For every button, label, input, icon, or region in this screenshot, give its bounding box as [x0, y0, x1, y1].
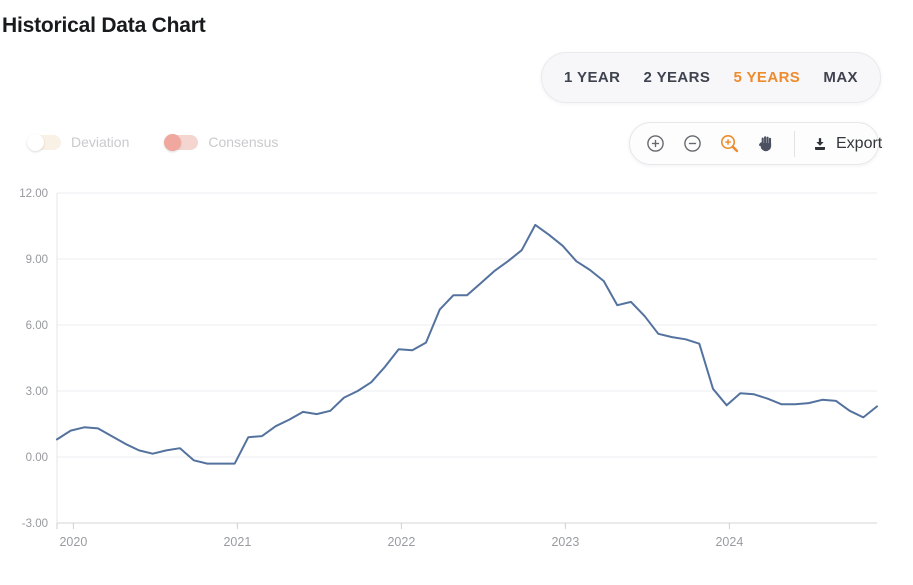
- range-selector: 1 YEAR 2 YEARS 5 YEARS MAX: [541, 52, 881, 103]
- chart-toolbar: Export: [629, 122, 882, 165]
- download-icon: [815, 137, 825, 150]
- consensus-toggle-label: Consensus: [208, 134, 279, 150]
- pan-button[interactable]: [753, 131, 779, 157]
- export-button[interactable]: Export: [810, 135, 884, 153]
- zoom-in-icon: [646, 135, 664, 152]
- range-button-2-years[interactable]: 2 YEARS: [640, 65, 715, 90]
- range-button-5-years[interactable]: 5 YEARS: [729, 65, 804, 90]
- range-button-max[interactable]: MAX: [819, 65, 862, 90]
- deviation-toggle-label: Deviation: [71, 134, 130, 150]
- svg-text:0.00: 0.00: [26, 452, 48, 464]
- svg-text:9.00: 9.00: [26, 254, 48, 266]
- selection-zoom-icon: [720, 135, 738, 153]
- svg-text:2020: 2020: [59, 535, 87, 549]
- historical-line-chart[interactable]: 12.00 9.00 6.00 3.00 0.00 -3.00 2020 2021 2022 20…: [0, 180, 913, 570]
- svg-text:2023: 2023: [551, 535, 579, 549]
- zoom-out-icon: [683, 135, 701, 152]
- svg-text:6.00: 6.00: [26, 320, 48, 332]
- svg-text:2024: 2024: [715, 535, 743, 549]
- svg-text:2021: 2021: [223, 535, 251, 549]
- range-button-1-year[interactable]: 1 YEAR: [560, 65, 624, 90]
- svg-text:3.00: 3.00: [26, 386, 48, 398]
- zoom-in-button[interactable]: [642, 131, 668, 157]
- svg-text:-3.00: -3.00: [22, 518, 48, 530]
- toggle-knob: [27, 133, 44, 151]
- toggle-knob: [164, 133, 182, 151]
- zoom-out-button[interactable]: [679, 131, 705, 157]
- deviation-toggle[interactable]: [27, 133, 61, 151]
- svg-text:12.00: 12.00: [19, 188, 48, 200]
- export-button-label: Export: [836, 134, 883, 152]
- page-title: Historical Data Chart: [2, 14, 206, 37]
- toolbar-divider: [794, 130, 795, 157]
- legend-toggles: Deviation Consensus: [27, 133, 279, 151]
- selection-zoom-button[interactable]: [716, 131, 742, 157]
- consensus-toggle[interactable]: [164, 133, 199, 151]
- svg-text:2022: 2022: [387, 535, 415, 549]
- pan-hand-icon: [758, 136, 771, 152]
